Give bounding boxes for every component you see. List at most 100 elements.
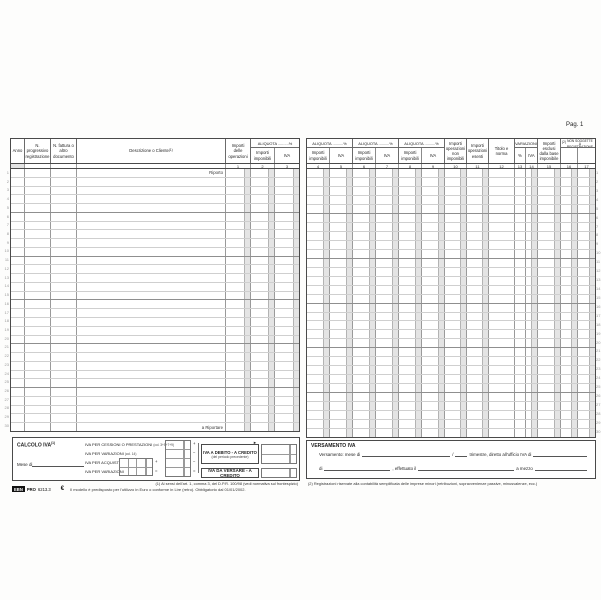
grid-cell bbox=[526, 240, 538, 249]
cents-strip bbox=[554, 375, 560, 384]
col-number: 12 bbox=[489, 164, 515, 168]
row-number: 27 bbox=[4, 396, 9, 402]
grid-cell bbox=[578, 258, 595, 267]
grid-cell bbox=[307, 321, 330, 330]
cents-strip bbox=[392, 339, 398, 348]
table-body bbox=[307, 169, 595, 438]
footer-note: Il modello è predisposto per l'utilizzo … bbox=[70, 486, 246, 492]
cents-strip bbox=[589, 177, 595, 186]
grid-cell bbox=[489, 258, 515, 267]
cents-strip bbox=[438, 393, 444, 402]
grid-cell bbox=[578, 420, 595, 429]
cents-strip bbox=[438, 195, 444, 204]
grid-cell bbox=[467, 285, 489, 294]
grid-cell bbox=[330, 303, 353, 312]
cents-strip bbox=[392, 267, 398, 276]
cents-strip bbox=[323, 366, 329, 375]
grid-cell bbox=[526, 285, 538, 294]
grid-cell bbox=[51, 204, 77, 212]
cents-strip bbox=[554, 402, 560, 411]
cents-strip bbox=[415, 169, 421, 177]
grid-cell bbox=[11, 204, 25, 212]
row-number: 16 bbox=[4, 300, 9, 306]
cents-strip bbox=[460, 213, 466, 222]
grid-cell bbox=[526, 339, 538, 348]
grid-cell bbox=[422, 213, 445, 222]
grid-cell bbox=[422, 366, 445, 375]
grid-cell bbox=[489, 169, 515, 177]
grid-cell bbox=[422, 267, 445, 276]
grid-cell bbox=[489, 339, 515, 348]
cents-strip bbox=[293, 204, 299, 212]
grid-cell bbox=[422, 204, 445, 213]
grid-cell bbox=[353, 366, 376, 375]
grid-cell bbox=[25, 326, 51, 335]
grid-cell bbox=[561, 348, 578, 357]
cents-strip bbox=[531, 348, 537, 357]
cents-strip bbox=[244, 344, 250, 353]
grid-cell bbox=[226, 388, 251, 396]
grid-cell bbox=[422, 429, 445, 438]
grid-cell bbox=[578, 375, 595, 384]
grid-cell bbox=[51, 291, 77, 300]
grid-cell bbox=[578, 384, 595, 393]
grid-cell bbox=[561, 195, 578, 204]
col-header: Titolo e norma bbox=[489, 139, 515, 163]
cents-strip bbox=[482, 375, 488, 384]
cents-strip bbox=[571, 393, 577, 402]
grid-cell bbox=[489, 357, 515, 366]
grid-cell bbox=[526, 402, 538, 411]
grid-cell bbox=[467, 348, 489, 357]
versamento-line-1: Versamento: mese di / trimestre, diretto… bbox=[319, 451, 589, 457]
grid-cell bbox=[376, 169, 399, 177]
grid-cell bbox=[353, 249, 376, 258]
grid-cell bbox=[561, 384, 578, 393]
grid-cell bbox=[526, 357, 538, 366]
cents-strip bbox=[438, 402, 444, 411]
grid-cell bbox=[51, 388, 77, 396]
grid-cell bbox=[561, 240, 578, 249]
grid-cell bbox=[251, 335, 275, 344]
cents-strip bbox=[346, 258, 352, 267]
col-group-label: ALIQUOTA ..........% bbox=[307, 139, 352, 148]
grid-cell bbox=[399, 357, 422, 366]
grid-cell bbox=[538, 411, 561, 420]
grid-cell bbox=[77, 256, 226, 265]
cents-strip bbox=[482, 213, 488, 222]
cents-strip bbox=[415, 366, 421, 375]
grid-cell bbox=[515, 276, 526, 285]
cents-strip bbox=[268, 212, 274, 221]
cents-strip bbox=[392, 249, 398, 258]
grid-cell bbox=[307, 375, 330, 384]
cents-strip bbox=[589, 294, 595, 303]
grid-cell bbox=[77, 353, 226, 361]
grid-cell bbox=[561, 294, 578, 303]
grid-cell bbox=[445, 213, 467, 222]
table-row bbox=[307, 276, 595, 286]
grid-cell bbox=[399, 348, 422, 357]
grid-cell bbox=[25, 370, 51, 379]
grid-cell bbox=[226, 212, 251, 221]
grid-cell bbox=[376, 177, 399, 186]
grid-cell bbox=[515, 204, 526, 213]
grid-cell bbox=[330, 330, 353, 339]
cents-strip bbox=[293, 388, 299, 396]
table-row bbox=[11, 247, 299, 257]
grid-cell bbox=[422, 420, 445, 429]
grid-cell bbox=[275, 361, 299, 370]
col-group-sublabels: Importi imponibili IVA bbox=[307, 148, 352, 163]
cents-strip bbox=[293, 361, 299, 370]
cents-strip bbox=[293, 291, 299, 300]
grid-cell bbox=[578, 339, 595, 348]
cents-strip bbox=[460, 339, 466, 348]
cents-strip bbox=[369, 249, 375, 258]
equals-sign: = bbox=[155, 468, 158, 473]
grid-cell: a Riportare bbox=[77, 423, 226, 431]
cents-strip bbox=[293, 414, 299, 423]
cents-strip bbox=[369, 393, 375, 402]
grid-cell bbox=[330, 411, 353, 420]
cents-strip bbox=[323, 330, 329, 339]
cents-strip bbox=[415, 231, 421, 240]
table-row bbox=[307, 222, 595, 232]
grid-cell bbox=[25, 318, 51, 326]
